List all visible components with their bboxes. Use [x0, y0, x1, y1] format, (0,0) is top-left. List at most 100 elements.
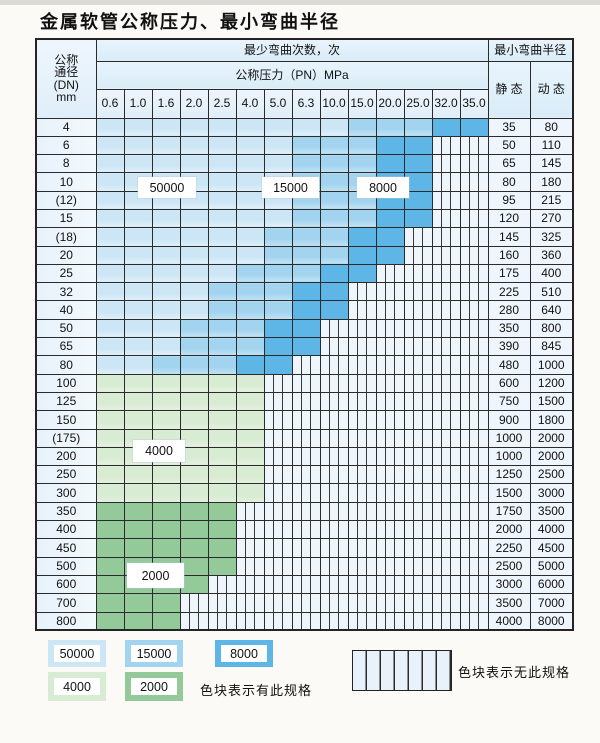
spec-cell: [235, 208, 265, 229]
spec-cell: [263, 355, 293, 375]
legend-note-has-spec: 色块表示有此规格: [200, 683, 313, 698]
dynamic-radius-cell: 8000: [529, 611, 574, 631]
spec-cell: [95, 208, 125, 229]
spec-cell: [151, 245, 181, 265]
min-bend-radius-header: 最小弯曲半径: [487, 38, 574, 62]
no-spec-cell: [431, 245, 461, 265]
table-row: 80 480 1000: [35, 355, 574, 375]
dynamic-radius-cell: 4500: [529, 538, 574, 558]
spec-cell: [123, 593, 153, 613]
spec-cell: [179, 355, 209, 375]
spec-cell: [179, 154, 209, 174]
spec-cell: [319, 135, 349, 156]
dn-label-line: mm: [56, 90, 77, 105]
no-spec-cell: [375, 300, 405, 320]
no-spec-cell: [431, 428, 461, 448]
spec-cell: [151, 300, 181, 320]
spec-cell: [179, 208, 209, 229]
spec-cell: [151, 483, 181, 503]
legend-swatch-label: 2000: [131, 678, 177, 695]
no-spec-cell: [263, 483, 293, 503]
spec-cell: [459, 117, 489, 137]
spec-cell: [207, 117, 237, 137]
spec-cell: [123, 465, 153, 485]
static-radius-cell: 600: [487, 373, 531, 393]
table-row: 4 35 80: [35, 117, 574, 137]
no-spec-cell: [431, 208, 461, 229]
dn-cell: 15: [35, 208, 97, 229]
dynamic-radius-cell: 110: [529, 135, 574, 156]
no-spec-cell: [431, 538, 461, 558]
pressure-column-value: 5.0: [263, 88, 293, 119]
static-radius-cell: 1250: [487, 465, 531, 485]
no-spec-cell: [403, 373, 433, 393]
no-spec-cell: [263, 611, 293, 631]
no-spec-cell: [291, 446, 321, 467]
no-spec-cell: [403, 410, 433, 430]
dynamic-radius-cell: 400: [529, 263, 574, 284]
no-spec-cell: [459, 611, 489, 631]
spec-cell: [123, 337, 153, 357]
no-spec-cell: [459, 154, 489, 174]
no-spec-cell: [459, 501, 489, 522]
spec-cell: [235, 190, 265, 210]
no-spec-cell: [459, 263, 489, 284]
dn-cell: 300: [35, 483, 97, 503]
static-radius-cell: 2250: [487, 538, 531, 558]
spec-cell: [179, 520, 209, 540]
spec-cell: [403, 135, 433, 156]
spec-cell: [95, 410, 125, 430]
dn-cell: 10: [35, 172, 97, 192]
spec-cell: [207, 263, 237, 284]
spec-cell: [95, 574, 125, 595]
no-spec-cell: [431, 483, 461, 503]
no-spec-cell: [291, 593, 321, 613]
spec-cell: [207, 172, 237, 192]
table-row: 300 1500 3000: [35, 483, 574, 503]
spec-cell: [263, 208, 293, 229]
dynamic-radius-cell: 2000: [529, 446, 574, 467]
spec-cell: [263, 135, 293, 156]
spec-cell: [291, 337, 321, 357]
spec-cell: [375, 135, 405, 156]
spec-cell: [347, 245, 377, 265]
pressure-column-value: 4.0: [235, 88, 265, 119]
dynamic-radius-cell: 3000: [529, 483, 574, 503]
table-body: 4 35 80 6 50 110 8 65 145 10 80 180 (12) 95 215 15 120 27…: [35, 117, 574, 631]
spec-cell: [95, 318, 125, 339]
cycles-label-4000: 4000: [133, 440, 185, 462]
table-row: 600 3000 6000: [35, 574, 574, 595]
no-spec-cell: [347, 538, 377, 558]
no-spec-cell: [431, 611, 461, 631]
spec-cell: [123, 410, 153, 430]
spec-cell: [151, 465, 181, 485]
no-spec-cell: [263, 593, 293, 613]
no-spec-cell: [459, 318, 489, 339]
spec-cell: [95, 263, 125, 284]
dynamic-radius-cell: 510: [529, 282, 574, 302]
no-spec-cell: [431, 227, 461, 247]
no-spec-cell: [459, 391, 489, 412]
legend-note-no-spec: 色块表示无此规格: [458, 665, 571, 680]
spec-cell: [207, 208, 237, 229]
spec-cell: [95, 483, 125, 503]
spec-cell: [123, 355, 153, 375]
no-spec-cell: [347, 501, 377, 522]
spec-cell: [179, 318, 209, 339]
no-spec-cell: [347, 465, 377, 485]
spec-cell: [151, 391, 181, 412]
no-spec-cell: [403, 520, 433, 540]
no-spec-cell: [263, 501, 293, 522]
no-spec-cell: [375, 611, 405, 631]
no-spec-cell: [347, 300, 377, 320]
spec-cell: [263, 227, 293, 247]
spec-cell: [179, 135, 209, 156]
spec-cell: [263, 282, 293, 302]
no-spec-cell: [459, 410, 489, 430]
no-spec-cell: [431, 154, 461, 174]
spec-cell: [403, 154, 433, 174]
no-spec-cell: [403, 355, 433, 375]
spec-cell: [95, 117, 125, 137]
static-radius-cell: 350: [487, 318, 531, 339]
spec-cell: [95, 538, 125, 558]
